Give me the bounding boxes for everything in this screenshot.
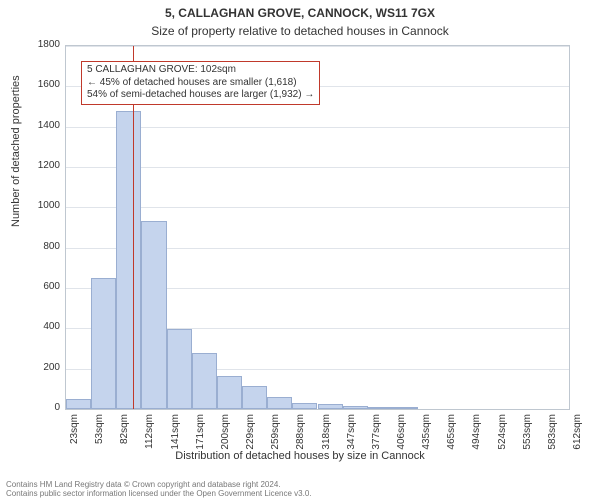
gridline [66,127,569,128]
y-tick-label: 1200 [0,160,60,171]
histogram-bar [343,406,368,409]
annotation-line: 54% of semi-detached houses are larger (… [87,89,314,102]
x-tick-label: 465sqm [446,414,457,464]
y-tick-label: 600 [0,281,60,292]
x-tick-label: 112sqm [144,414,155,464]
y-tick-label: 0 [0,402,60,413]
x-tick-label: 229sqm [245,414,256,464]
histogram-bar [368,407,393,409]
x-tick-label: 259sqm [270,414,281,464]
y-tick-label: 200 [0,362,60,373]
histogram-bar [167,329,192,409]
histogram-bar [66,399,91,409]
x-tick-label: 612sqm [572,414,583,464]
histogram-bar [192,353,217,409]
x-tick-label: 494sqm [471,414,482,464]
y-tick-label: 800 [0,241,60,252]
chart-subtitle: Size of property relative to detached ho… [0,24,600,38]
x-tick-label: 171sqm [195,414,206,464]
x-tick-label: 435sqm [421,414,432,464]
chart-container: { "chart": { "type": "histogram", "title… [0,0,600,500]
x-tick-label: 406sqm [396,414,407,464]
x-tick-label: 524sqm [497,414,508,464]
histogram-bar [292,403,317,409]
x-tick-label: 377sqm [371,414,382,464]
y-tick-label: 400 [0,321,60,332]
x-tick-label: 347sqm [346,414,357,464]
x-tick-label: 141sqm [170,414,181,464]
histogram-bar [267,397,292,409]
histogram-bar [393,407,418,409]
footer-attribution: Contains HM Land Registry data © Crown c… [6,480,312,498]
x-tick-label: 288sqm [295,414,306,464]
histogram-bar [318,404,343,409]
histogram-bar [242,386,267,409]
histogram-bar [217,376,242,409]
plot-area: 5 CALLAGHAN GROVE: 102sqm← 45% of detach… [65,45,570,410]
gridline [66,46,569,47]
annotation-line: 5 CALLAGHAN GROVE: 102sqm [87,64,314,77]
x-tick-label: 82sqm [119,414,130,464]
y-tick-label: 1600 [0,79,60,90]
footer-line: Contains HM Land Registry data © Crown c… [6,480,312,489]
x-tick-label: 23sqm [69,414,80,464]
x-tick-label: 583sqm [547,414,558,464]
footer-line: Contains public sector information licen… [6,489,312,498]
histogram-bar [116,111,141,409]
annotation-line: ← 45% of detached houses are smaller (1,… [87,77,314,90]
gridline [66,207,569,208]
x-tick-label: 318sqm [321,414,332,464]
x-tick-label: 53sqm [94,414,105,464]
y-tick-label: 1000 [0,200,60,211]
histogram-bar [91,278,116,409]
histogram-bar [141,221,166,409]
gridline [66,167,569,168]
annotation-box: 5 CALLAGHAN GROVE: 102sqm← 45% of detach… [81,61,320,105]
x-tick-label: 553sqm [522,414,533,464]
y-tick-label: 1800 [0,39,60,50]
x-tick-label: 200sqm [220,414,231,464]
chart-title: 5, CALLAGHAN GROVE, CANNOCK, WS11 7GX [0,6,600,20]
y-tick-label: 1400 [0,120,60,131]
